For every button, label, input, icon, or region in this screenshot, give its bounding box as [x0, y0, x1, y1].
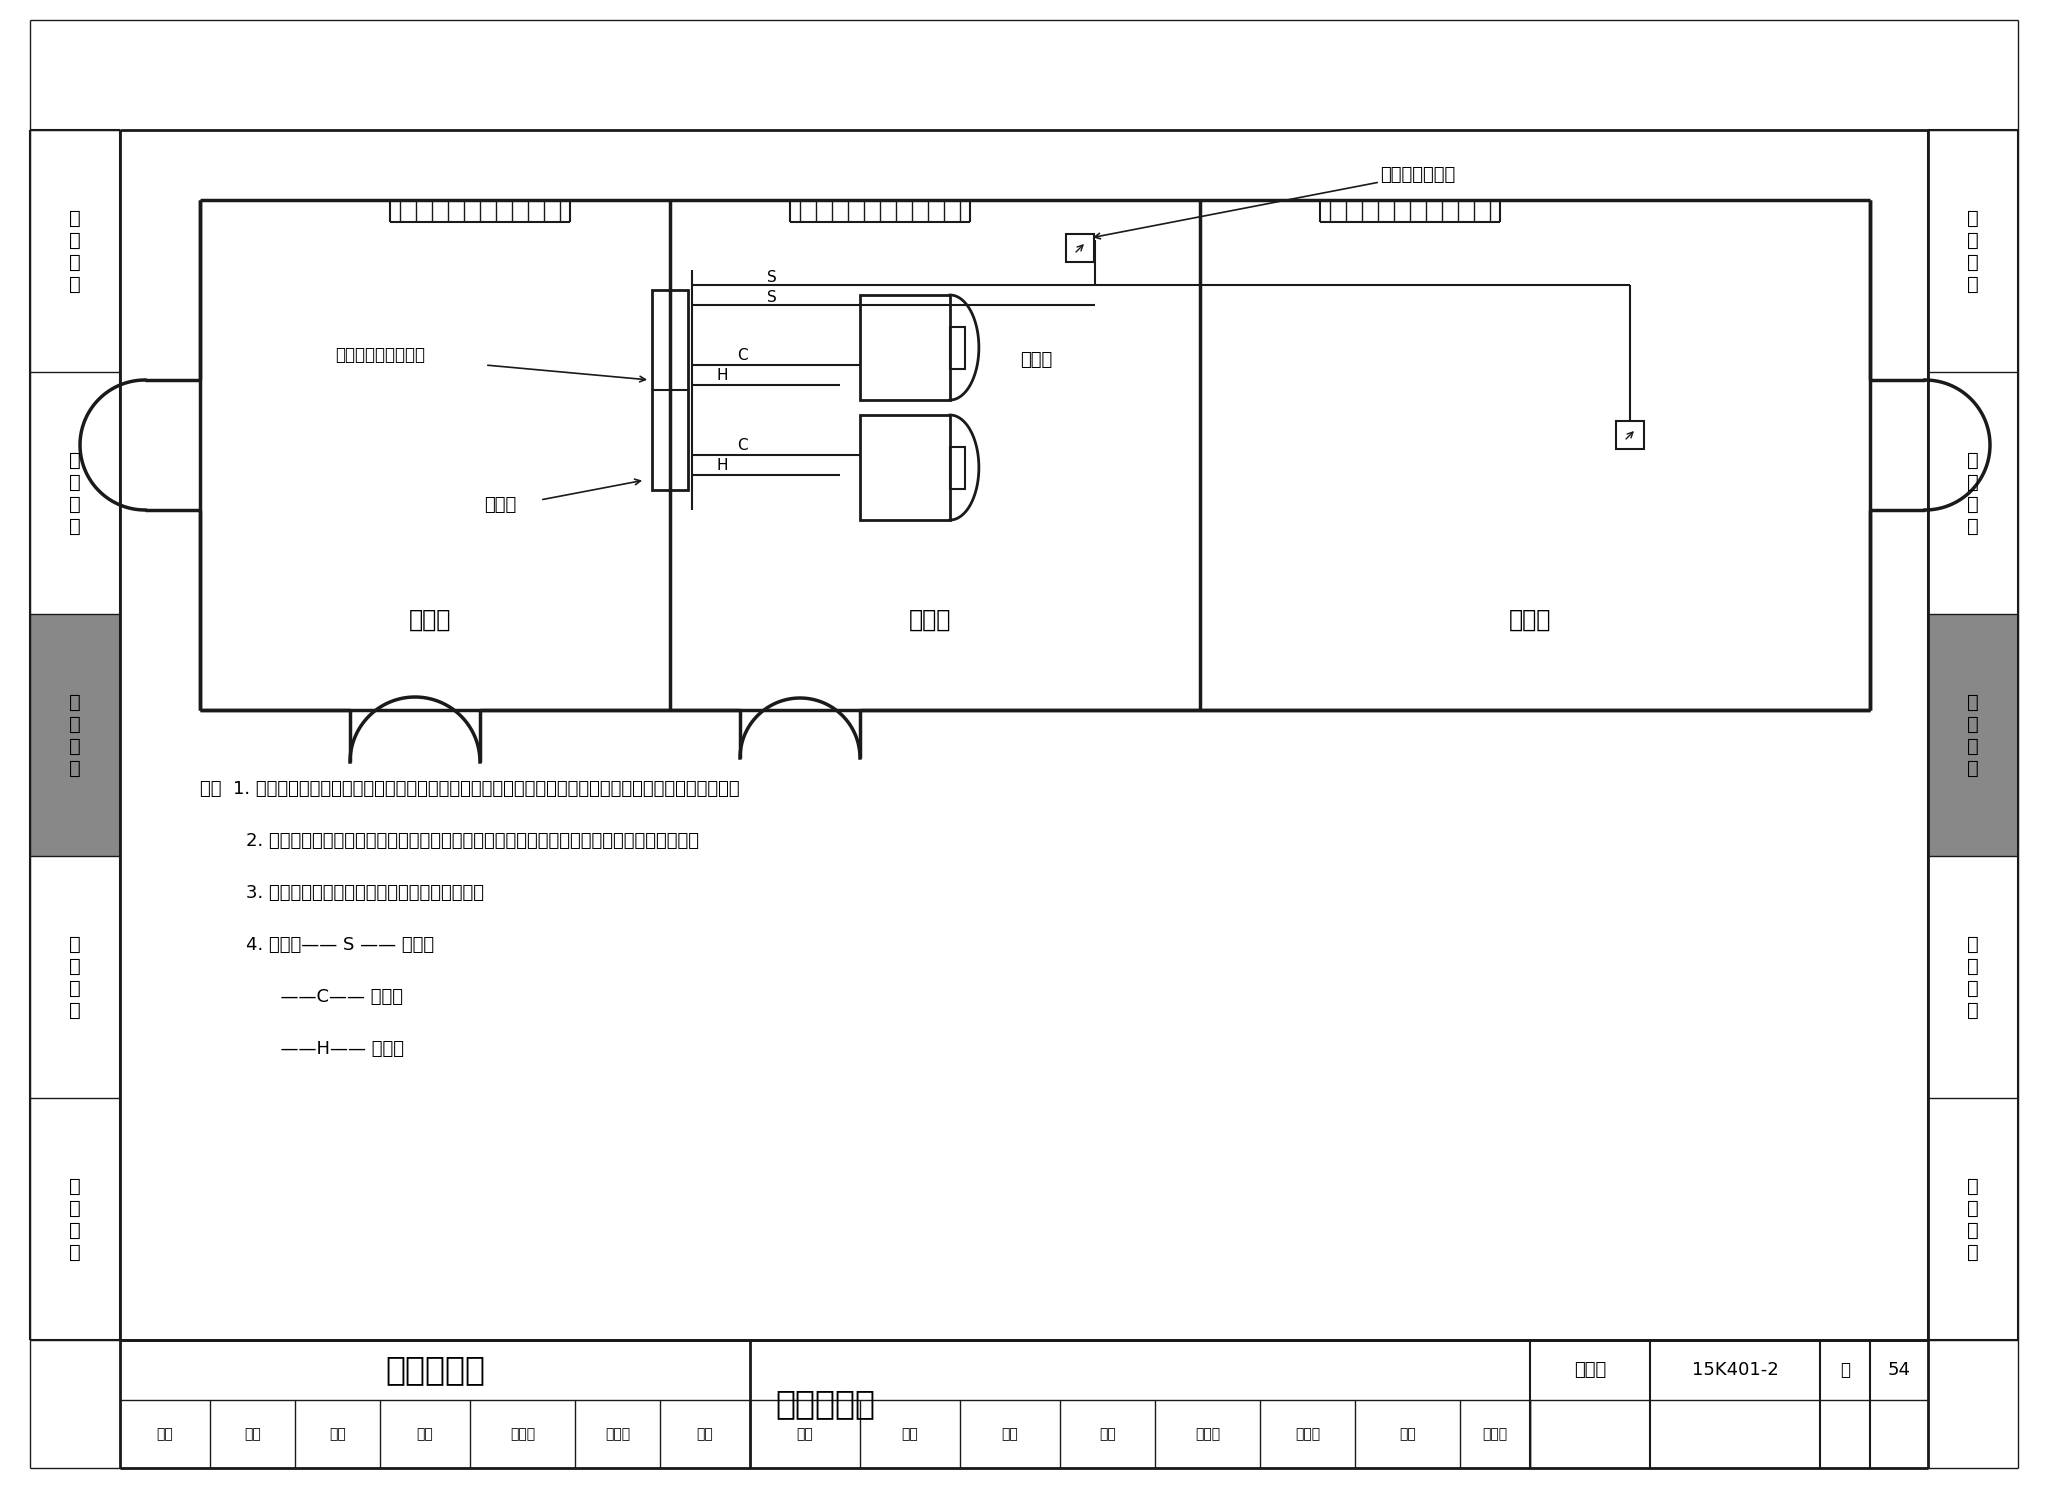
Text: C: C — [737, 439, 748, 454]
Text: ——H—— 加热线: ——H—— 加热线 — [201, 1040, 403, 1058]
Bar — [860, 415, 950, 519]
Text: 陈学志: 陈学志 — [1294, 1427, 1321, 1440]
Bar — [1616, 421, 1645, 449]
Bar — [1067, 234, 1094, 262]
Text: 梁岩松: 梁岩松 — [1483, 1427, 1507, 1440]
Text: 校对: 校对 — [416, 1427, 434, 1440]
Text: 施
工
安
装: 施 工 安 装 — [70, 451, 80, 536]
Text: 审核: 审核 — [797, 1427, 813, 1440]
Bar — [860, 295, 950, 400]
Text: 图集号: 图集号 — [1573, 1362, 1606, 1379]
Text: 3. 其他未尽事宜严格执行相关规范及行业规定。: 3. 其他未尽事宜严格执行相关规范及行业规定。 — [201, 884, 483, 902]
Text: 俞凰: 俞凰 — [330, 1427, 346, 1440]
Text: 电气平面图: 电气平面图 — [774, 1387, 874, 1421]
Text: 俞凰: 俞凰 — [244, 1427, 260, 1440]
Text: 工
程
实
例: 工 程 实 例 — [70, 1177, 80, 1262]
Text: H: H — [717, 369, 727, 384]
Text: ——C—— 控制线: ——C—— 控制线 — [201, 988, 403, 1006]
Text: 注：  1. 瓶组间和气化间所有电气设备均应采用防爆型，线路穿镀锌钢管敷设，并设置可燃气体探测报警系统。: 注： 1. 瓶组间和气化间所有电气设备均应采用防爆型，线路穿镀锌钢管敷设，并设置… — [201, 780, 739, 798]
Text: 2. 瓶组间、气化间、控制室应配置手提式干粉灭火器，并设醒目防火标志及事故报警电话等。: 2. 瓶组间、气化间、控制室应配置手提式干粉灭火器，并设醒目防火标志及事故报警电… — [201, 832, 698, 850]
Bar — [651, 290, 688, 490]
Text: 校对: 校对 — [1100, 1427, 1116, 1440]
Text: 控制柜: 控制柜 — [483, 496, 516, 513]
Text: 液
化
气
站: 液 化 气 站 — [70, 692, 80, 778]
Text: 控制间: 控制间 — [410, 609, 451, 632]
Text: 设
计
说
明: 设 计 说 明 — [1968, 208, 1978, 293]
Text: 陈学志: 陈学志 — [1194, 1427, 1221, 1440]
Text: S: S — [768, 290, 776, 305]
Text: 液
化
气
站: 液 化 气 站 — [1968, 692, 1978, 778]
Text: 设
计
说
明: 设 计 说 明 — [70, 208, 80, 293]
Text: 汽化器: 汽化器 — [1020, 351, 1053, 369]
Text: 瓶组间: 瓶组间 — [1509, 609, 1550, 632]
Text: 电
气
控
制: 电 气 控 制 — [1968, 934, 1978, 1019]
Bar — [950, 326, 965, 369]
Text: 陈学志: 陈学志 — [510, 1427, 535, 1440]
Text: 审核: 审核 — [156, 1427, 174, 1440]
Text: 页: 页 — [1839, 1362, 1849, 1379]
Text: 设计: 设计 — [696, 1427, 713, 1440]
Text: 工
程
实
例: 工 程 实 例 — [1968, 1177, 1978, 1262]
Text: 电
气
控
制: 电 气 控 制 — [70, 934, 80, 1019]
Bar — [950, 446, 965, 488]
Text: 可燃气体报警控制器: 可燃气体报警控制器 — [336, 347, 426, 365]
Text: C: C — [737, 348, 748, 363]
Text: 陈学志: 陈学志 — [604, 1427, 631, 1440]
Text: 15K401-2: 15K401-2 — [1692, 1362, 1778, 1379]
Text: 俞凰: 俞凰 — [1001, 1427, 1018, 1440]
Text: S: S — [768, 269, 776, 284]
Text: 可燃气体探测器: 可燃气体探测器 — [1380, 167, 1456, 185]
Text: 设计: 设计 — [1399, 1427, 1415, 1440]
Text: H: H — [717, 458, 727, 473]
Text: 俞凰: 俞凰 — [901, 1427, 918, 1440]
Text: 54: 54 — [1888, 1362, 1911, 1379]
Bar — [1927, 615, 2017, 856]
Text: 施
工
安
装: 施 工 安 装 — [1968, 451, 1978, 536]
Bar — [31, 615, 121, 856]
Text: 电气平面图: 电气平面图 — [385, 1354, 485, 1387]
Text: 气化间: 气化间 — [909, 609, 950, 632]
Text: 4. 图中：—— S —— 报警线: 4. 图中：—— S —— 报警线 — [201, 936, 434, 954]
